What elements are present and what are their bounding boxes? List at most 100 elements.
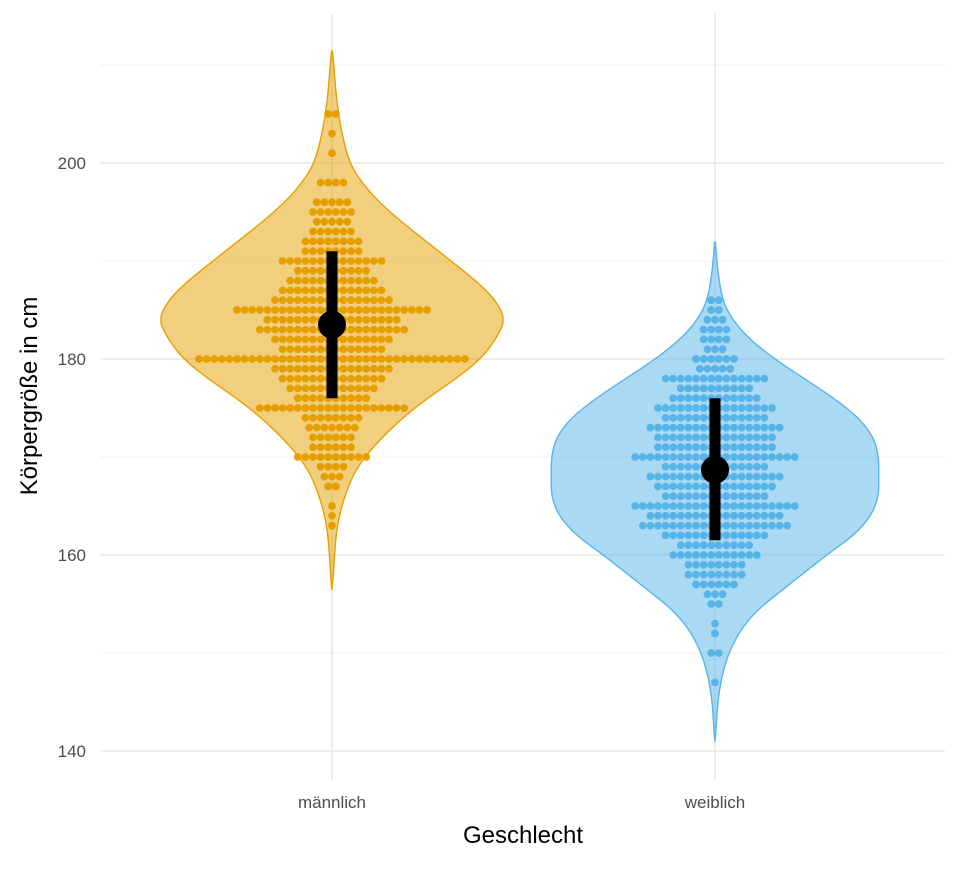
data-point (730, 413, 738, 422)
x-tick-label: weiblich (684, 793, 745, 812)
data-point (335, 423, 344, 432)
data-point (301, 276, 310, 285)
data-point (707, 600, 716, 608)
data-point (263, 325, 272, 334)
data-point (699, 531, 708, 540)
data-point (676, 404, 685, 412)
data-point (737, 413, 746, 422)
data-point (737, 560, 746, 569)
data-point (745, 384, 754, 393)
y-tick-label: 160 (58, 546, 86, 565)
data-point (453, 355, 462, 363)
data-point (661, 482, 670, 491)
data-point (293, 364, 302, 373)
data-point (676, 472, 685, 481)
data-point (354, 325, 363, 334)
data-point (339, 266, 348, 275)
data-point (699, 394, 708, 403)
data-point (752, 472, 761, 481)
data-point (309, 404, 317, 412)
data-point (233, 355, 241, 363)
data-point (654, 482, 662, 491)
data-point (692, 443, 700, 452)
data-point (347, 443, 355, 452)
data-point (350, 423, 359, 432)
data-point (676, 433, 685, 442)
data-point (737, 570, 746, 579)
data-point (669, 472, 678, 481)
data-point (347, 453, 355, 461)
data-point (745, 472, 754, 481)
data-point (324, 227, 333, 236)
data-point (301, 325, 310, 334)
data-point (684, 453, 693, 461)
data-point (707, 335, 716, 344)
data-point (737, 541, 746, 550)
data-point (684, 413, 693, 422)
data-point (328, 217, 336, 226)
data-point (676, 443, 685, 452)
data-point (301, 315, 310, 324)
data-point (278, 355, 287, 363)
data-point (305, 423, 314, 432)
data-point (730, 570, 738, 579)
data-point (752, 453, 761, 461)
data-point (745, 511, 754, 520)
data-point (699, 404, 708, 412)
data-point (309, 257, 317, 265)
data-point (255, 404, 264, 412)
data-point (301, 404, 310, 412)
data-point (293, 335, 302, 344)
data-point (339, 364, 348, 373)
data-point (354, 247, 363, 256)
y-tick-label: 180 (58, 350, 86, 369)
data-point (316, 257, 325, 265)
data-point (722, 511, 731, 520)
data-point (301, 266, 310, 275)
data-point (362, 345, 371, 354)
data-point (692, 355, 700, 363)
data-point (385, 364, 393, 373)
data-point (293, 394, 302, 403)
data-point (331, 453, 340, 461)
data-point (661, 531, 670, 540)
data-point (707, 560, 716, 569)
data-point (286, 335, 295, 344)
data-point (377, 364, 386, 373)
data-point (768, 502, 776, 510)
data-point (354, 335, 363, 344)
data-point (263, 355, 272, 363)
data-point (711, 315, 719, 324)
data-point (309, 413, 317, 422)
data-point (324, 178, 333, 187)
data-point (711, 590, 719, 599)
data-point (286, 306, 295, 314)
data-point (343, 217, 352, 226)
data-point (362, 325, 371, 334)
data-point (760, 404, 769, 412)
data-point (692, 560, 700, 569)
data-point (293, 374, 302, 383)
data-point (347, 413, 355, 422)
data-point (669, 423, 678, 432)
data-point (684, 482, 693, 491)
data-point (316, 306, 325, 314)
mean-point-1 (701, 455, 729, 484)
data-point (646, 453, 655, 461)
data-point (695, 364, 704, 373)
data-point (354, 394, 363, 403)
data-point (752, 433, 761, 442)
data-point (309, 276, 317, 285)
data-point (768, 433, 776, 442)
data-point (646, 511, 655, 520)
data-point (369, 325, 378, 334)
data-point (309, 433, 317, 442)
data-point (676, 502, 685, 510)
x-tick-label: männlich (298, 793, 366, 812)
data-point (745, 502, 754, 510)
data-point (699, 482, 708, 491)
data-point (309, 384, 317, 393)
data-point (461, 355, 469, 363)
data-point (752, 531, 761, 540)
data-point (775, 453, 784, 461)
